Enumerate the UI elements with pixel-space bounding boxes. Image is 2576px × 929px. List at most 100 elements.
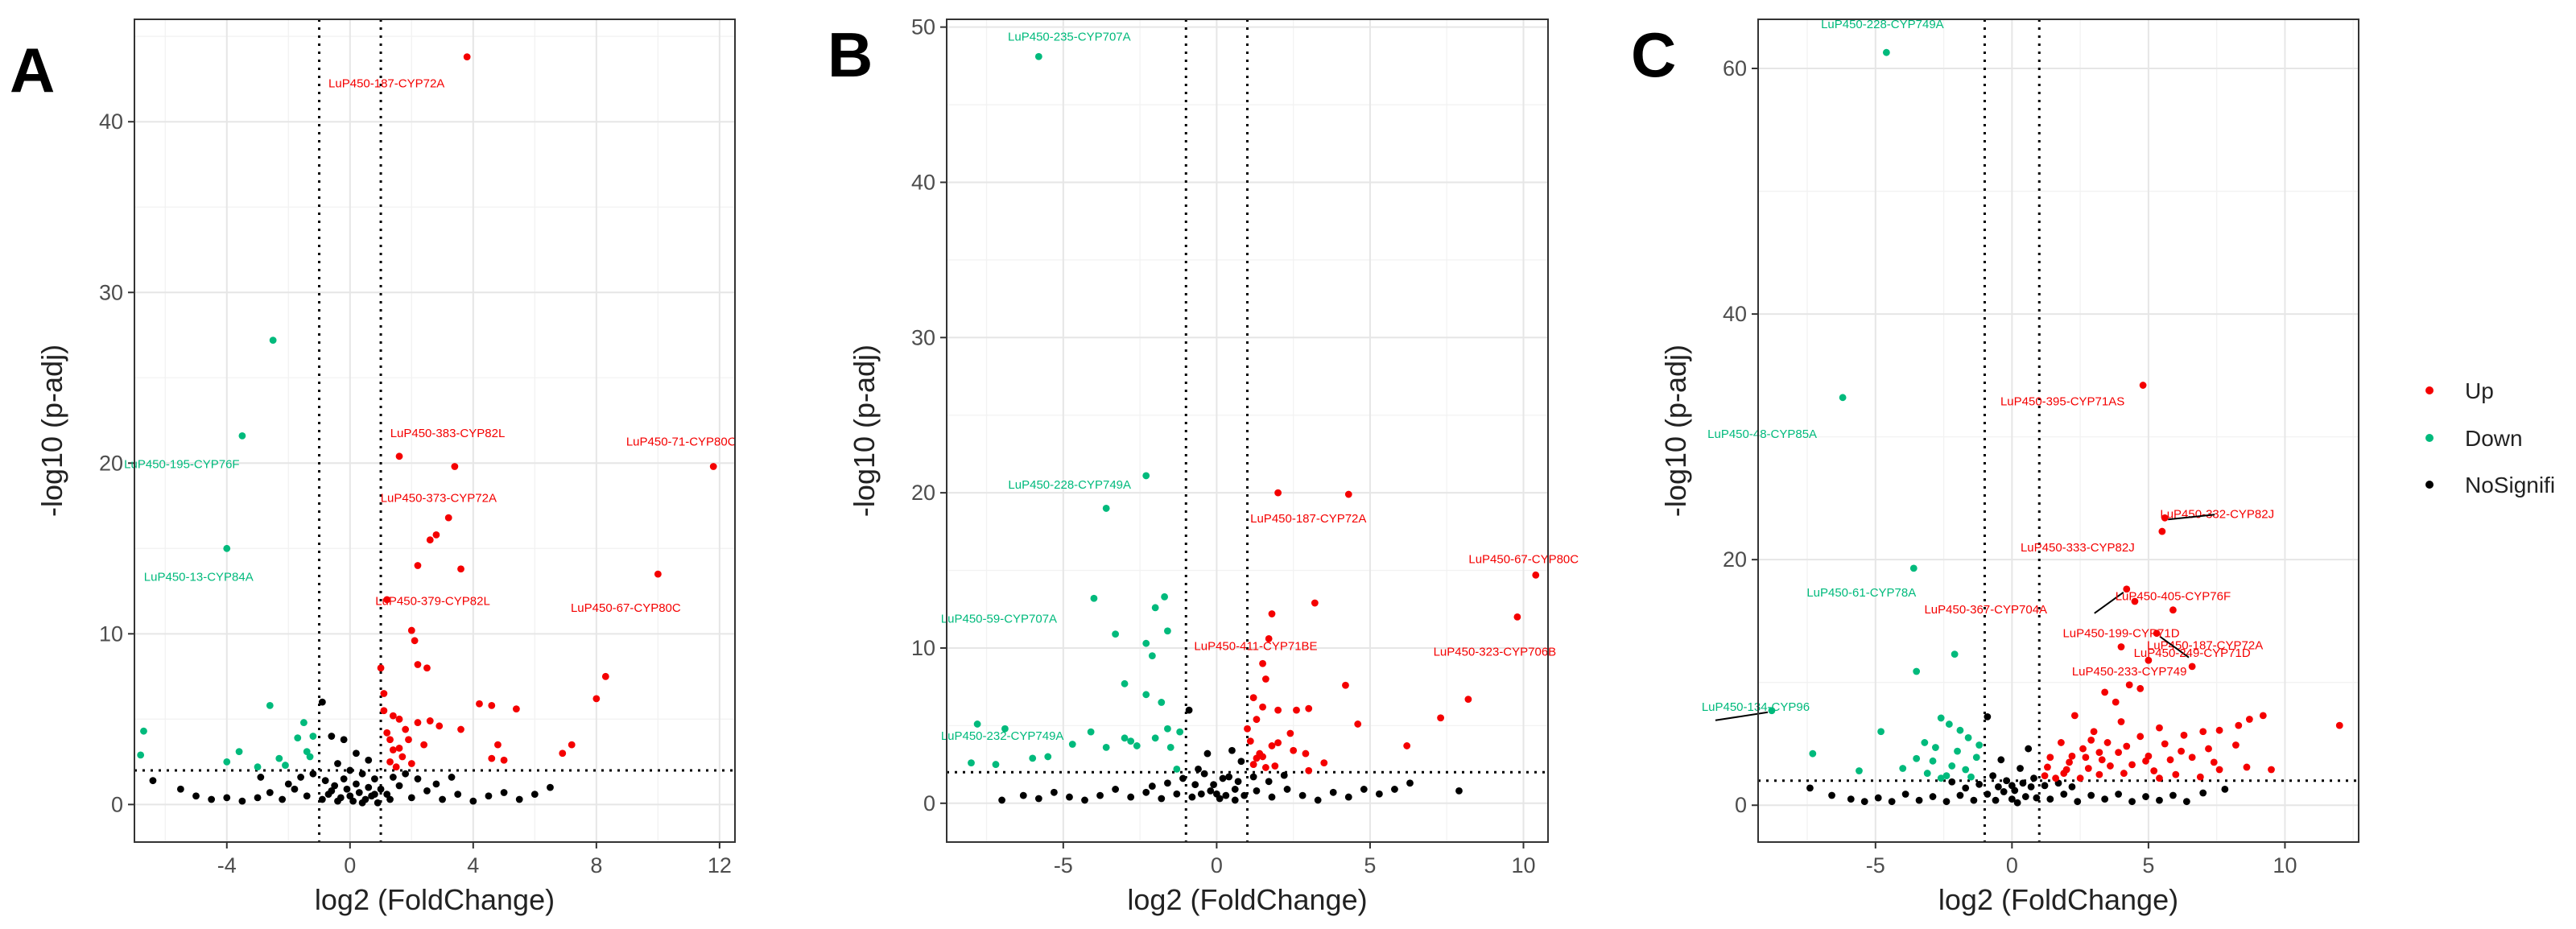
point-up (414, 661, 422, 668)
point-nosig (353, 749, 360, 758)
gene-annotation: LuP450-67-CYP80C (571, 601, 681, 615)
point-up (2128, 761, 2136, 769)
point-nosig (321, 777, 329, 785)
point-up (1253, 716, 1261, 724)
panel-letter-c: C (1631, 19, 1676, 90)
point-nosig (374, 799, 382, 807)
point-up (457, 565, 464, 573)
point-nosig (1989, 772, 1997, 780)
gene-annotation: LuP450-48-CYP85A (1707, 427, 1817, 441)
volcano-plot-b: -5 0 5 10 0 10 20 30 40 50 LuP450-235-CYP707A LuP45… (848, 15, 1579, 916)
point-up (2125, 681, 2133, 689)
annotation-leader-line (1715, 711, 1769, 721)
x-tick-label: 0 (2006, 853, 2018, 877)
point-down (1856, 767, 1863, 774)
point-nosig (1280, 771, 1288, 779)
point-down (1164, 627, 1171, 635)
point-nosig (1942, 798, 1951, 806)
legend-down-swatch (2425, 434, 2434, 442)
point-up (2169, 606, 2177, 614)
y-tick-label: 10 (911, 636, 935, 660)
point-up (377, 664, 385, 672)
point-down (282, 762, 289, 769)
point-nosig (1231, 786, 1239, 793)
point-up (386, 736, 394, 744)
point-nosig (371, 775, 378, 782)
y-axis-title: -log10 (p-adj) (1659, 345, 1692, 517)
point-up (2117, 643, 2125, 650)
point-up (2145, 656, 2153, 664)
point-nosig (1191, 781, 1199, 789)
point-up (2156, 724, 2163, 732)
volcano-plot-c: -5 0 5 10 0 20 40 60 LuP450-228-CYP749A LuP450-48… (1659, 18, 2359, 916)
point-up (2066, 758, 2073, 766)
point-up (444, 514, 452, 522)
point-up (414, 719, 422, 726)
gene-annotation: LuP450-235-CYP707A (1008, 30, 1131, 43)
annotation-leader-line (2168, 514, 2215, 521)
point-up (1271, 762, 1279, 770)
point-nosig (2041, 782, 2049, 790)
point-up (1261, 764, 1269, 771)
point-nosig (402, 770, 410, 778)
point-nosig (2017, 765, 2024, 772)
point-nosig (1231, 796, 1239, 804)
point-nosig (1164, 779, 1171, 787)
point-up (2161, 514, 2169, 522)
point-nosig (389, 774, 397, 781)
point-nosig (1228, 746, 1236, 754)
point-nosig (1249, 773, 1257, 781)
point-nosig (383, 791, 391, 799)
point-nosig (208, 795, 216, 803)
gene-annotation: LuP450-249-CYP71D (2134, 646, 2251, 660)
point-down (140, 727, 147, 735)
point-nosig (1391, 786, 1398, 793)
point-up (2245, 716, 2253, 723)
point-up (2120, 770, 2128, 777)
point-nosig (2033, 794, 2041, 802)
point-up (1261, 675, 1269, 683)
point-nosig (1203, 749, 1212, 758)
point-nosig (377, 785, 385, 793)
point-up (392, 763, 400, 771)
point-down (1158, 699, 1166, 706)
point-up (2079, 745, 2087, 753)
point-nosig (1283, 786, 1291, 793)
point-up (559, 749, 567, 758)
point-nosig (1329, 788, 1337, 796)
point-down (1932, 744, 1939, 751)
point-nosig (223, 794, 231, 802)
point-nosig (1406, 779, 1414, 787)
point-up (1253, 754, 1261, 762)
point-nosig (1888, 798, 1896, 806)
point-nosig (2000, 788, 2008, 795)
point-up (654, 570, 662, 578)
point-up (2188, 663, 2196, 671)
point-nosig (530, 791, 539, 799)
x-tick-label: 10 (1511, 853, 1535, 877)
point-nosig (1210, 781, 1217, 789)
plot-area (1758, 19, 2359, 842)
point-down (1839, 394, 1847, 402)
point-nosig (1997, 756, 2005, 764)
gene-annotation: LuP450-67-CYP80C (1468, 552, 1579, 566)
point-up (2142, 757, 2149, 765)
point-up (395, 452, 403, 460)
point-up (383, 596, 391, 604)
point-down (1929, 757, 1937, 765)
point-nosig (1034, 795, 1042, 803)
point-nosig (291, 785, 299, 793)
point-up (2095, 749, 2103, 757)
point-up (380, 707, 388, 715)
point-up (1265, 634, 1273, 642)
point-down (1176, 728, 1184, 736)
point-nosig (365, 756, 373, 764)
gene-annotation: LuP450-411-CYP71BE (1194, 640, 1317, 654)
point-nosig (2101, 795, 2109, 803)
point-up (457, 725, 464, 733)
gene-annotation: LuP450-379-CYP82L (375, 595, 490, 609)
point-nosig (1806, 784, 1814, 792)
point-up (423, 664, 431, 672)
point-up (2172, 770, 2180, 778)
point-down (309, 733, 317, 740)
